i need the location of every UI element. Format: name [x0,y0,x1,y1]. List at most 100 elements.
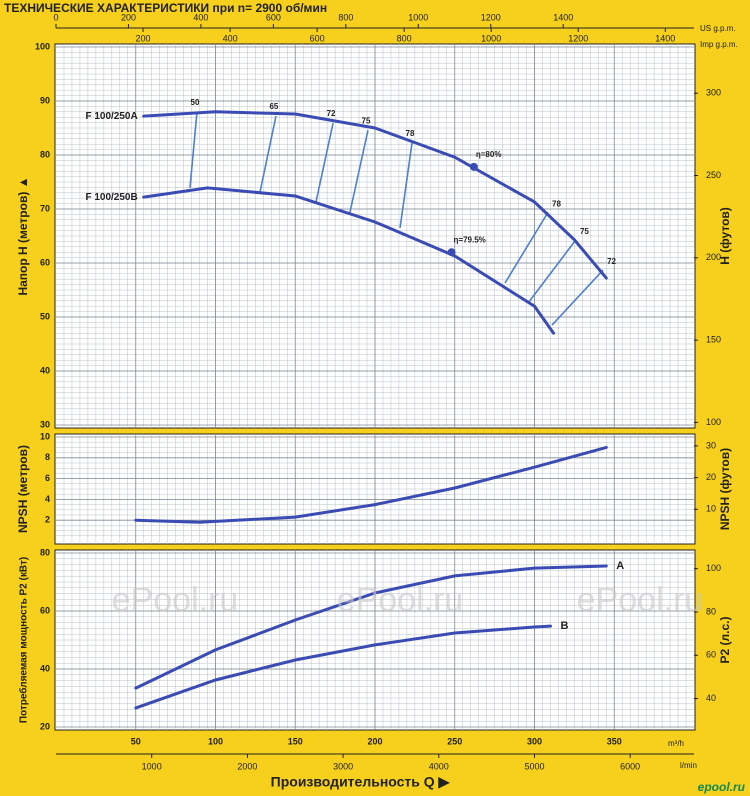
efficiency-label: 75 [362,116,371,125]
y-tick-label: 60 [40,257,50,267]
efficiency-label: 65 [269,102,278,111]
y-tick-label: 30 [40,419,50,429]
imp-tick-label: 200 [136,33,151,43]
y-tick-label: 90 [40,95,50,105]
efficiency-point [469,162,478,171]
x-unit: m³/h [668,739,684,748]
y2-axis-label: NPSH (футов) [718,448,732,530]
y2-tick-label: 30 [706,440,716,450]
watermark: ePool.ru [337,581,464,619]
y-tick-label: 80 [40,547,50,557]
us-tick-label: 1400 [553,12,573,22]
y-tick-label: 60 [40,605,50,615]
lmin-tick-label: 5000 [524,761,544,771]
imp-tick-label: 800 [397,33,412,43]
y-tick-label: 8 [45,452,50,462]
efficiency-point-label: η=79.5% [454,235,486,244]
x-tick-label: 250 [447,736,462,746]
imp-tick-label: 1400 [655,33,675,43]
y-tick-label: 80 [40,149,50,159]
lmin-tick-label: 2000 [237,761,257,771]
imp-tick-label: 400 [223,33,238,43]
us-tick-label: 600 [266,12,281,22]
y-axis-label: Напор H (метров) ▲ [16,176,30,295]
y2-tick-label: 10 [706,504,716,514]
y-tick-label: 40 [40,365,50,375]
y2-axis-label: P2 (л.с.) [718,617,732,664]
series-label: F 100/250A [85,111,137,122]
lmin-tick-label: 6000 [620,761,640,771]
efficiency-label: 50 [191,98,200,107]
y2-tick-label: 150 [706,334,721,344]
us-tick-label: 1000 [408,12,428,22]
efficiency-label: 75 [580,227,589,236]
curve [134,445,608,524]
efficiency-point-label: η=80% [476,150,502,159]
us-tick-label: 0 [53,12,58,22]
y-tick-label: 40 [40,663,50,673]
x-tick-label: 100 [208,736,223,746]
x-tick-label: 50 [131,736,141,746]
efficiency-label: 78 [406,129,415,138]
y2-tick-label: 250 [706,170,721,180]
us-tick-label: 200 [121,12,136,22]
y2-tick-label: 100 [706,563,721,573]
x-tick-label: 200 [367,736,382,746]
curve [142,110,608,280]
imp-tick-label: 1200 [568,33,588,43]
efficiency-line [399,143,413,229]
x-tick-label: 300 [527,736,542,746]
efficiency-line [527,239,577,304]
series-label: F 100/250B [85,192,137,203]
y-tick-label: 70 [40,203,50,213]
chart-title: ТЕХНИЧЕСКИЕ ХАРАКТЕРИСТИКИ при n= 2900 о… [4,1,327,15]
lmin-tick-label: 1000 [142,761,162,771]
y2-tick-label: 200 [706,252,721,262]
series-label: B [560,620,568,632]
us-unit: US g.p.m. [700,24,736,33]
y2-tick-label: 20 [706,472,716,482]
efficiency-line [551,269,604,326]
efficiency-line [259,115,277,193]
y2-axis-label: H (футов) [718,207,732,265]
y2-tick-label: 300 [706,88,721,98]
x-tick-label: 350 [607,736,622,746]
watermark: ePool.ru [112,581,239,619]
y-tick-label: 2 [45,515,50,525]
efficiency-line [349,129,369,213]
y2-tick-label: 60 [706,650,716,660]
efficiency-line [504,211,549,284]
imp-unit: Imp g.p.m. [700,40,738,49]
y-tick-label: 20 [40,721,50,731]
x-axis-label: Производительность Q ▶ [271,774,451,790]
efficiency-label: 78 [552,199,561,208]
us-tick-label: 800 [338,12,353,22]
efficiency-label: 72 [327,109,336,118]
us-tick-label: 400 [193,12,208,22]
lmin-tick-label: 3000 [333,761,353,771]
lmin-unit: l/min [680,761,697,770]
y-tick-label: 100 [35,41,50,51]
y2-tick-label: 100 [706,417,721,427]
y-tick-label: 50 [40,311,50,321]
us-tick-label: 1200 [481,12,501,22]
imp-tick-label: 600 [310,33,325,43]
y-tick-label: 6 [45,473,50,483]
logo: epool.ru [698,780,746,794]
efficiency-point [447,248,456,257]
y-axis-label: NPSH (метров) [16,445,30,533]
y2-tick-label: 40 [706,693,716,703]
curve [134,564,608,690]
y-tick-label: 10 [40,431,50,441]
y-axis-label: Потребляемая мощность P2 (кВт) [18,557,30,723]
efficiency-line [315,122,334,203]
lmin-tick-label: 4000 [429,761,449,771]
series-label: A [616,560,624,572]
curve [142,186,556,335]
y2-tick-label: 80 [706,606,716,616]
efficiency-label: 72 [607,257,616,266]
efficiency-line [189,111,198,189]
x-tick-label: 150 [288,736,303,746]
y-tick-label: 4 [45,494,50,504]
